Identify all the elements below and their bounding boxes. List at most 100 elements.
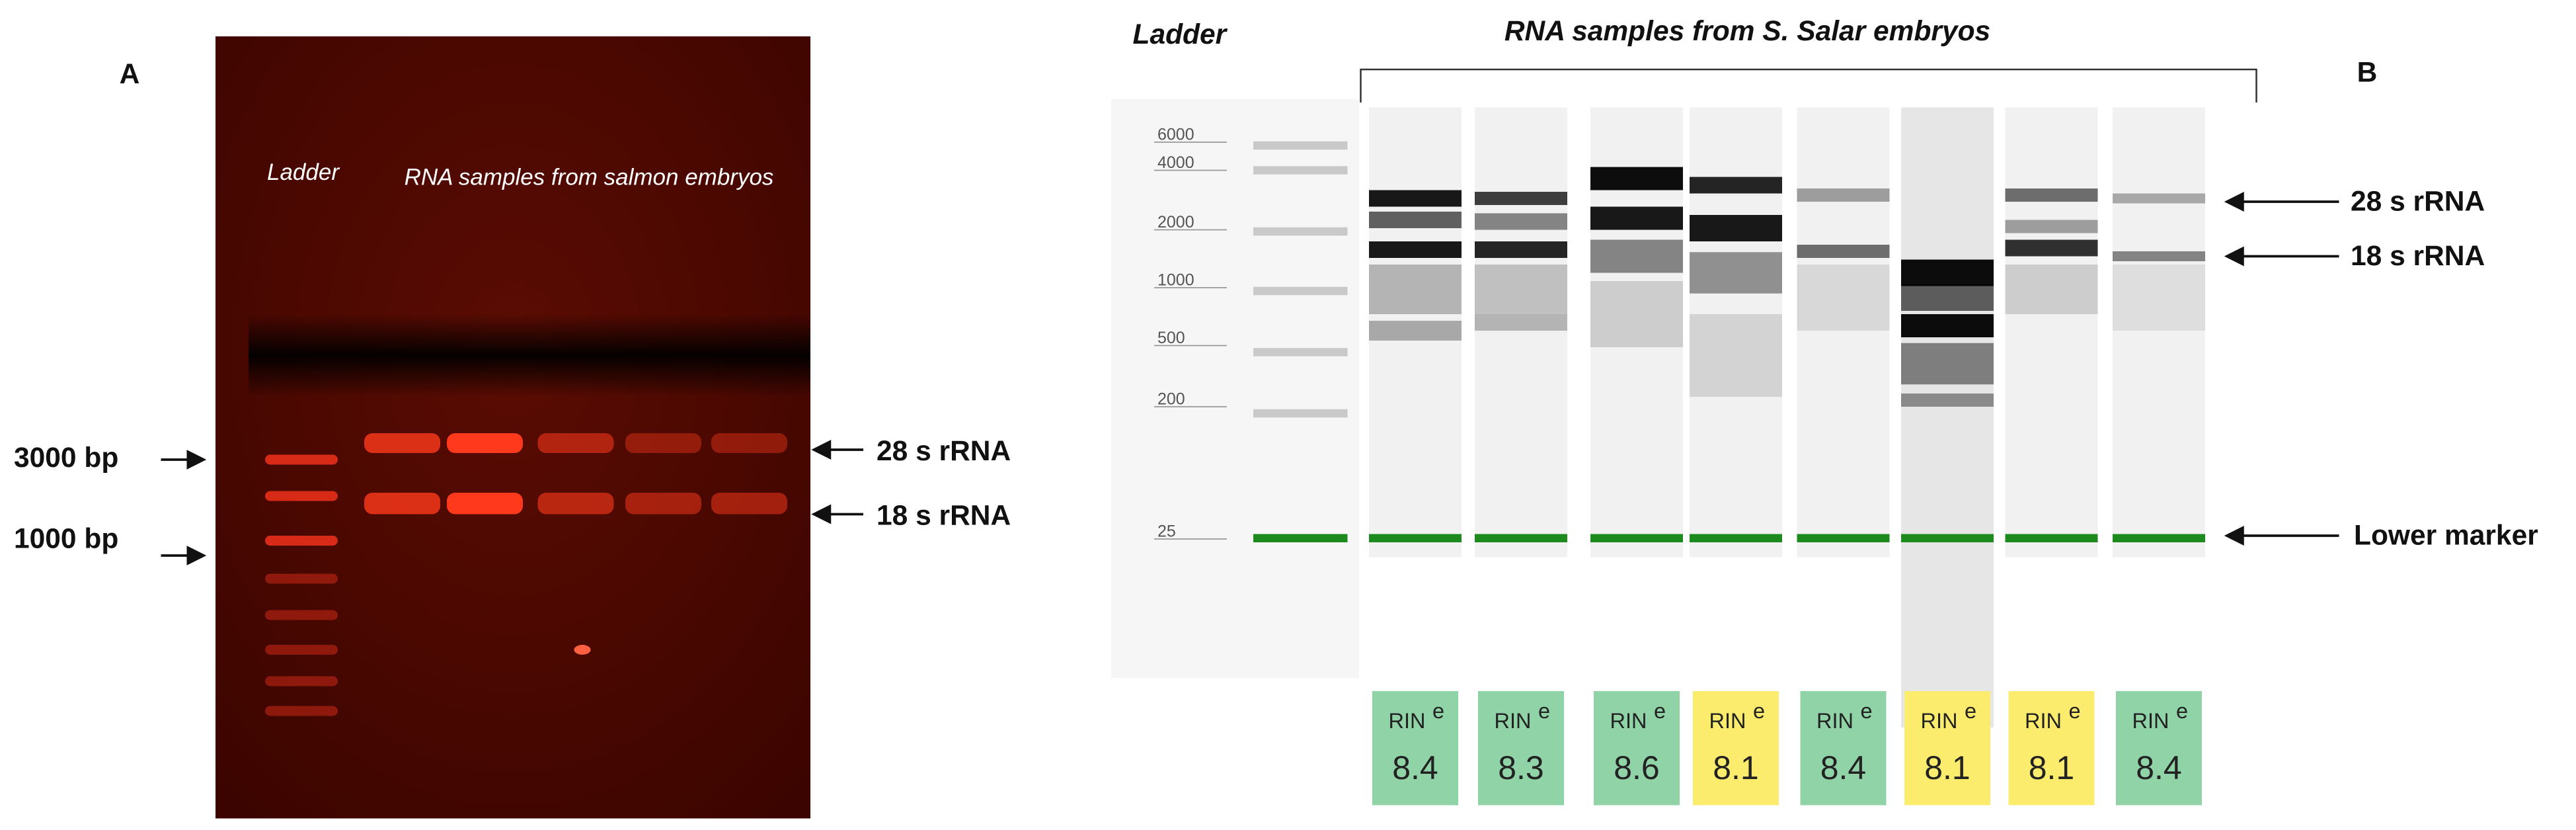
band (1901, 394, 1994, 407)
band (1253, 348, 1348, 356)
rin-score: 8.4 (1820, 749, 1867, 786)
band (1901, 284, 1994, 311)
lane (1901, 107, 1994, 727)
rin-box (2008, 691, 2095, 806)
rin-score: 8.1 (1924, 749, 1971, 786)
band-label: 28 s rRNA (877, 436, 1011, 467)
band (1475, 241, 1567, 258)
rin-superscript: e (1432, 699, 1444, 723)
band (1475, 314, 1567, 331)
ladder-band (265, 491, 338, 501)
rin-label: RIN (2025, 709, 2062, 733)
rin-superscript: e (1965, 699, 1976, 723)
band (1475, 265, 1567, 314)
band (1369, 265, 1462, 314)
band (1901, 259, 1994, 286)
rin-superscript: e (1654, 699, 1666, 723)
band (537, 433, 614, 453)
band (2005, 188, 2098, 202)
rin-superscript: e (2068, 699, 2080, 723)
rin-superscript: e (2176, 699, 2188, 723)
band (1253, 141, 1348, 150)
band (1901, 314, 1994, 337)
ladder-size: 25 (1157, 522, 1176, 541)
spot (574, 645, 591, 655)
band (364, 433, 440, 453)
rin-score: 8.1 (1713, 749, 1759, 786)
ladder-size: 500 (1157, 329, 1185, 347)
band-label: 18 s rRNA (877, 501, 1011, 532)
ladder-band (265, 454, 338, 465)
band (1253, 409, 1348, 418)
lower-marker (1797, 534, 1890, 542)
rin-box (1800, 691, 1887, 806)
band (1797, 188, 1890, 202)
lower-marker (1253, 534, 1348, 542)
ladder-band (265, 536, 338, 546)
band (447, 433, 523, 453)
ladder-label: Ladder (1133, 19, 1228, 50)
rin-label: RIN (1709, 709, 1746, 733)
band (711, 493, 787, 515)
lower-marker (1901, 534, 1994, 542)
lower-marker (1690, 534, 1782, 542)
ladder-band (265, 610, 338, 620)
band (1901, 343, 1994, 385)
lower-marker (1475, 534, 1567, 542)
samples-label: RNA samples from S. Salar embryos (1504, 16, 1990, 47)
ladder-band (265, 573, 338, 584)
band (1797, 265, 1890, 331)
band (537, 493, 614, 515)
band (1590, 167, 1683, 190)
rin-score: 8.1 (2029, 749, 2075, 786)
band (1475, 192, 1567, 205)
ladder-band (265, 645, 338, 655)
rin-superscript: e (1538, 699, 1550, 723)
band (1369, 321, 1462, 341)
rin-score: 8.4 (1392, 749, 1438, 786)
panel-label: B (2357, 58, 2378, 89)
bracket (1360, 68, 2257, 103)
band (1797, 245, 1890, 258)
band (1475, 213, 1567, 230)
band (625, 493, 701, 515)
band (711, 433, 787, 453)
size-label: 1000 bp (14, 524, 118, 555)
band (2005, 220, 2098, 233)
rin-box (1904, 691, 1990, 806)
band (2005, 265, 2098, 314)
rin-score: 8.6 (1614, 749, 1660, 786)
band (1690, 215, 1782, 241)
band (447, 493, 523, 515)
band (1590, 206, 1683, 230)
samples-label: RNA samples from salmon embryos (405, 164, 774, 190)
rin-superscript: e (1860, 699, 1872, 723)
band (1253, 227, 1348, 236)
band-label: 28 s rRNA (2351, 187, 2485, 218)
gel (215, 36, 810, 819)
lane (1797, 107, 1890, 558)
rin-superscript: e (1753, 699, 1765, 723)
band (2113, 265, 2205, 331)
band (1690, 252, 1782, 294)
band (364, 493, 440, 515)
band (1590, 239, 1683, 273)
ladder-label: Ladder (267, 159, 340, 185)
lane (2005, 107, 2098, 558)
rin-score: 8.3 (1498, 749, 1544, 786)
band (1369, 241, 1462, 258)
lane (1369, 107, 1462, 558)
band (2005, 239, 2098, 257)
size-label: 3000 bp (14, 442, 118, 474)
panel-b: Ladder RNA samples from S. Salar embryos… (1111, 16, 2538, 806)
band (1590, 281, 1683, 347)
lower-marker (1590, 534, 1683, 542)
lane (2113, 107, 2205, 558)
rin-label: RIN (1921, 709, 1958, 733)
rin-box (1478, 691, 1564, 806)
panel-label: A (120, 59, 140, 90)
ladder-bg (1111, 99, 1359, 678)
rin-box (1594, 691, 1680, 806)
ladder-size: 200 (1157, 390, 1185, 409)
